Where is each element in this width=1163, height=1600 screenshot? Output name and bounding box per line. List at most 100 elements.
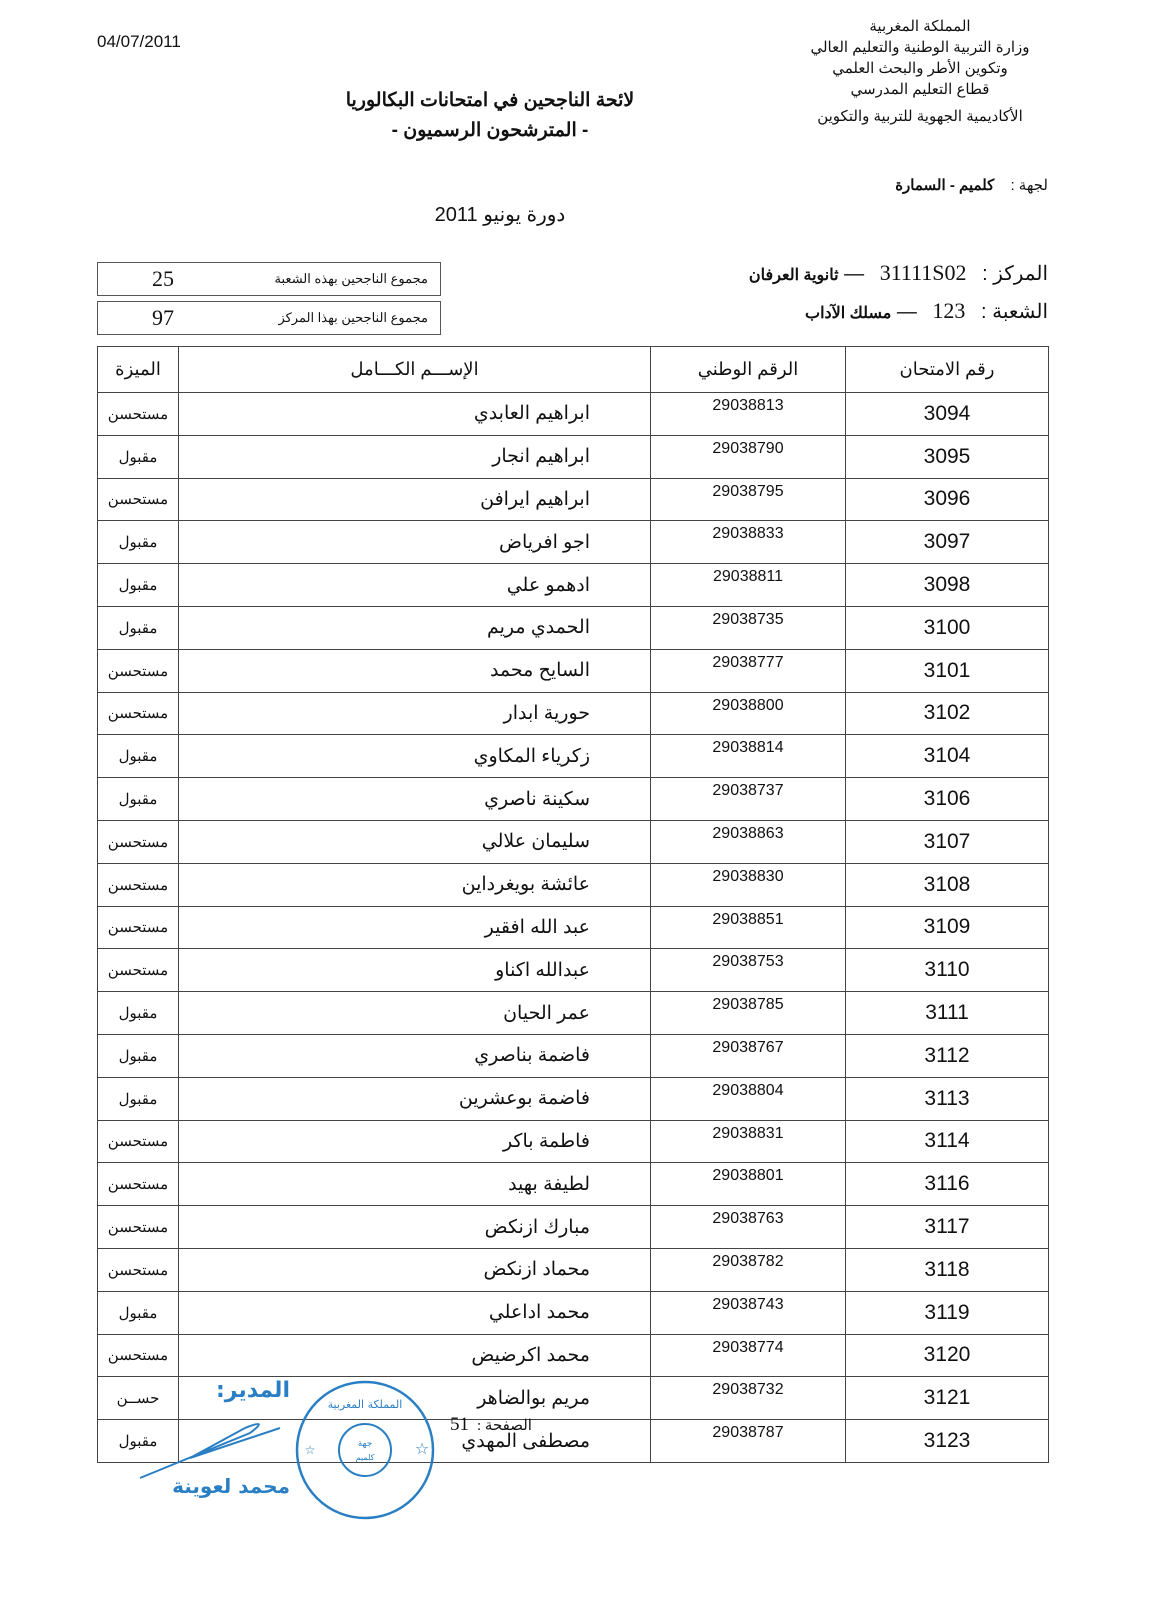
results-table: رقم الامتحان الرقم الوطني الإســـم الكــ… [97, 346, 1049, 1463]
exam-number-cell: 3096 [845, 477, 1049, 522]
total-center-box: مجموع الناجحين بهذا المركز 97 [97, 301, 441, 335]
total-label: مجموع الناجحين بهذا المركز [278, 310, 428, 325]
exam-number-cell: 3107 [845, 819, 1049, 864]
full-name-cell: فاضمة بناصري [178, 1033, 651, 1078]
exam-number-cell: 3118 [845, 1247, 1049, 1292]
branch-label: الشعبة : [980, 301, 1048, 323]
table-row: 3107 29038863 سليمان علالي مستحسن [97, 819, 1049, 864]
national-number-cell: 29038831 [650, 1119, 846, 1164]
mention-cell: مقبول [97, 991, 179, 1035]
official-stamp: المملكة المغربية جهة كلميم ☆ ☆ [295, 1380, 435, 1520]
table-row: 3098 29038811 ادهمو علي مقبول [97, 563, 1049, 607]
table-row: 3097 29038833 اجو افرياض مقبول [97, 520, 1049, 565]
exam-number-cell: 3109 [845, 905, 1049, 950]
table-row: 3123 29038787 مصطفى المهدي مقبول [97, 1419, 1049, 1463]
national-number-cell: 29038830 [650, 862, 846, 907]
exam-number-cell: 3112 [845, 1033, 1049, 1078]
org-line: الأكاديمية الجهوية للتربية والتكوين [817, 108, 1023, 125]
national-number-cell: 29038732 [650, 1376, 846, 1421]
header-exam-number: رقم الامتحان [845, 346, 1049, 393]
org-line: وتكوين الأطر والبحث العلمي [832, 60, 1008, 77]
separator: — [844, 263, 865, 285]
mention-cell: مقبول [97, 520, 179, 565]
full-name-cell: محمد اكرضيض [178, 1333, 651, 1378]
header-mention: الميزة [97, 346, 179, 393]
national-number-cell: 29038801 [650, 1162, 846, 1207]
region: لجهة : كلميم - السمارة [895, 176, 1048, 194]
full-name-cell: فاضمة بوعشرين [178, 1076, 651, 1121]
svg-text:جهة: جهة [358, 1439, 373, 1449]
table-row: 3117 29038763 مبارك ازنكض مستحسن [97, 1205, 1049, 1249]
national-number-cell: 29038782 [650, 1247, 846, 1292]
table-row: 3113 29038804 فاضمة بوعشرين مقبول [97, 1076, 1049, 1121]
org-line: وزارة التربية الوطنية والتعليم العالي [810, 39, 1030, 56]
exam-number-cell: 3104 [845, 734, 1049, 779]
mention-cell: مستحسن [97, 691, 179, 736]
mention-cell: مستحسن [97, 1119, 179, 1164]
title-line: لائحة الناجحين في امتحانات البكالوريا [345, 90, 635, 111]
svg-text:☆: ☆ [415, 1439, 429, 1458]
full-name-cell: عمر الحيان [178, 991, 651, 1035]
national-number-cell: 29038735 [650, 605, 846, 650]
full-name-cell: مريم بوالضاهر [178, 1376, 651, 1421]
exam-number-cell: 3123 [845, 1419, 1049, 1463]
table-row: 3100 29038735 الحمدي مريم مقبول [97, 605, 1049, 650]
signature-title: المدير: [215, 1378, 290, 1403]
table-row: 3114 29038831 فاطمة باكر مستحسن [97, 1119, 1049, 1164]
national-number-cell: 29038800 [650, 691, 846, 736]
exam-number-cell: 3116 [845, 1162, 1049, 1207]
mention-cell: مستحسن [97, 477, 179, 522]
branch-code: 123 [932, 298, 966, 323]
total-value: 25 [152, 266, 174, 291]
full-name-cell: سكينة ناصري [178, 777, 651, 821]
table-row: 3118 29038782 محماد ازنكض مستحسن [97, 1247, 1049, 1292]
table-row: 3094 29038813 ابراهيم العابدي مستحسن [97, 392, 1049, 436]
table-row: 3121 29038732 مريم بوالضاهر حســن [97, 1376, 1049, 1421]
full-name-cell: زكرياء المكاوي [178, 734, 651, 779]
svg-text:كلميم: كلميم [356, 1453, 375, 1462]
full-name-cell: ابراهيم العابدي [178, 392, 651, 436]
org-line: المملكة المغربية [869, 18, 971, 35]
national-number-cell: 29038790 [650, 434, 846, 479]
svg-text:المملكة المغربية: المملكة المغربية [328, 1398, 403, 1411]
total-branch-box: مجموع الناجحين بهذه الشعبة 25 [97, 262, 441, 296]
exam-number-cell: 3121 [845, 1376, 1049, 1421]
full-name-cell: الحمدي مريم [178, 605, 651, 650]
full-name-cell: السايح محمد [178, 648, 651, 693]
exam-number-cell: 3097 [845, 520, 1049, 565]
table-row: 3096 29038795 ابراهيم ايرافن مستحسن [97, 477, 1049, 522]
full-name-cell: سليمان علالي [178, 819, 651, 864]
table-row: 3095 29038790 ابراهيم انجار مقبول [97, 434, 1049, 479]
national-number-cell: 29038833 [650, 520, 846, 565]
table-row: 3112 29038767 فاضمة بناصري مقبول [97, 1033, 1049, 1078]
exam-number-cell: 3108 [845, 862, 1049, 907]
national-number-cell: 29038795 [650, 477, 846, 522]
header-full-name: الإســـم الكـــامل [178, 346, 651, 393]
national-number-cell: 29038813 [650, 392, 846, 436]
region-label: لجهة : [1010, 177, 1048, 194]
mention-cell: مستحسن [97, 905, 179, 950]
mention-cell: مقبول [97, 434, 179, 479]
page-label: الصفحة : [477, 1418, 532, 1434]
total-label: مجموع الناجحين بهذه الشعبة [274, 271, 428, 286]
signature-name: محمد لعوينة [172, 1474, 290, 1498]
table-row: 3110 29038753 عبدالله اكناو مستحسن [97, 948, 1049, 993]
mention-cell: مقبول [97, 1290, 179, 1335]
national-number-cell: 29038804 [650, 1076, 846, 1121]
org-line: قطاع التعليم المدرسي [850, 81, 990, 98]
table-row: 3109 29038851 عبد الله افقير مستحسن [97, 905, 1049, 950]
mention-cell: مقبول [97, 1033, 179, 1078]
document-date: 04/07/2011 [97, 32, 181, 51]
national-number-cell: 29038785 [650, 991, 846, 1035]
national-number-cell: 29038851 [650, 905, 846, 950]
exam-number-cell: 3114 [845, 1119, 1049, 1164]
center-code: 31111S02 [879, 260, 967, 285]
full-name-cell: عبد الله افقير [178, 905, 651, 950]
document-title: لائحة الناجحين في امتحانات البكالوريا - … [300, 86, 680, 146]
subtitle-line: - المترشحون الرسميون - [391, 120, 589, 141]
table-row: 3116 29038801 لطيفة بهيد مستحسن [97, 1162, 1049, 1207]
table-row: 3104 29038814 زكرياء المكاوي مقبول [97, 734, 1049, 779]
mention-cell: مقبول [97, 1076, 179, 1121]
exam-number-cell: 3117 [845, 1205, 1049, 1249]
exam-number-cell: 3110 [845, 948, 1049, 993]
